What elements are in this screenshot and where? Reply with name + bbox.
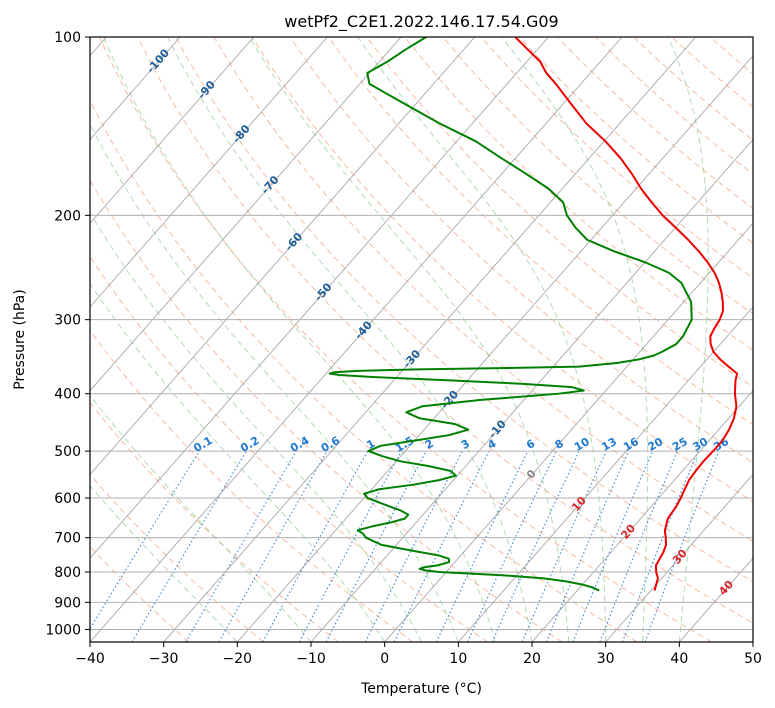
y-tick-label: 800 [54, 565, 81, 581]
y-tick-label: 300 [54, 313, 81, 329]
y-tick-label: 1000 [45, 622, 81, 638]
chart-title: wetPf2_C2E1.2022.146.17.54.G09 [284, 12, 558, 32]
moist-adiabat-line [90, 122, 459, 642]
axes: −40 −30 −20 −10 0 10 20 30 40 50 100 200 300 400 500 60… [45, 30, 762, 667]
moist-adiabat-line [357, 37, 607, 642]
mixing-ratio-line [545, 450, 630, 642]
dry-adiabat-line [251, 37, 753, 503]
mixing-ratio-line [218, 450, 328, 642]
temperature-profile-line [514, 37, 739, 591]
mixing-ratio-line [521, 450, 607, 642]
moist-adiabat-line [102, 37, 496, 642]
mixing-ratio-line [262, 450, 369, 642]
isotherm-line [163, 37, 697, 642]
x-tick-label: −20 [223, 651, 253, 667]
isotherm-line [384, 222, 753, 642]
moist-adiabat-line [90, 484, 238, 642]
isotherm-line [310, 138, 753, 642]
dry-adiabat-line [327, 37, 753, 426]
y-tick-label: 500 [54, 444, 81, 460]
mixing-ratio-line [644, 450, 720, 642]
x-tick-label: −40 [75, 651, 105, 667]
isotherm-line [90, 37, 328, 308]
y-tick-label: 100 [54, 30, 81, 46]
y-tick-label: 400 [54, 387, 81, 403]
x-tick-label: −10 [296, 651, 326, 667]
moist-adiabat-line [90, 282, 386, 642]
x-tick-label: 50 [744, 651, 762, 667]
isotherm-line [457, 306, 753, 642]
isotherm-line [90, 37, 476, 476]
dry-adiabat-line [175, 37, 753, 583]
x-axis-label: Temperature (°C) [360, 681, 482, 697]
moist-adiabat-line [667, 37, 709, 642]
isotherm-line [236, 55, 753, 642]
isotherm-line [90, 37, 181, 141]
y-tick-label: 200 [54, 208, 81, 224]
x-tick-label: 20 [523, 651, 541, 667]
isotherm-line [90, 37, 549, 559]
moist-adiabat-line [90, 211, 422, 642]
dry-adiabat-line [289, 37, 753, 464]
moist-adiabat-line [501, 37, 649, 642]
dry-adiabat-line [137, 37, 753, 624]
dry-adiabat-line [90, 179, 563, 642]
x-tick-label: −30 [149, 651, 179, 667]
dry-adiabat-line [90, 473, 264, 642]
dry-adiabat-line [90, 545, 190, 642]
mixing-ratio-line [572, 450, 654, 642]
y-tick-label: 700 [54, 531, 81, 547]
isotherm-line [90, 37, 402, 392]
dewpoint-profile-line [328, 37, 693, 592]
x-tick-label: 40 [670, 651, 688, 667]
isotherm-line [90, 37, 255, 224]
isotherm-line [90, 37, 623, 642]
isotherm-line [531, 390, 753, 642]
dry-adiabat-line [90, 255, 488, 642]
dry-adiabat-line [98, 37, 712, 642]
x-tick-label: 0 [380, 651, 389, 667]
mixing-ratio-line [364, 450, 463, 642]
mixing-ratio-line [90, 450, 200, 630]
dry-adiabat-line [90, 401, 339, 642]
moist-adiabat-line [167, 37, 533, 642]
mixing-ratio-line [298, 450, 402, 642]
x-tick-label: 10 [449, 651, 467, 667]
y-tick-label: 600 [54, 491, 81, 507]
mixing-ratio-line [599, 450, 679, 642]
isotherm-line [605, 473, 753, 642]
mixing-ratio-line [621, 450, 699, 642]
x-tick-label: 30 [597, 651, 615, 667]
mixing-ratio-line [393, 450, 490, 642]
moist-adiabat-line [249, 37, 570, 642]
plot-frame [89, 36, 754, 643]
y-axis-label: Pressure (hPa) [12, 289, 28, 389]
dry-adiabat-line [90, 99, 638, 642]
dry-adiabat-line [366, 37, 753, 388]
y-tick-label: 900 [54, 595, 81, 611]
